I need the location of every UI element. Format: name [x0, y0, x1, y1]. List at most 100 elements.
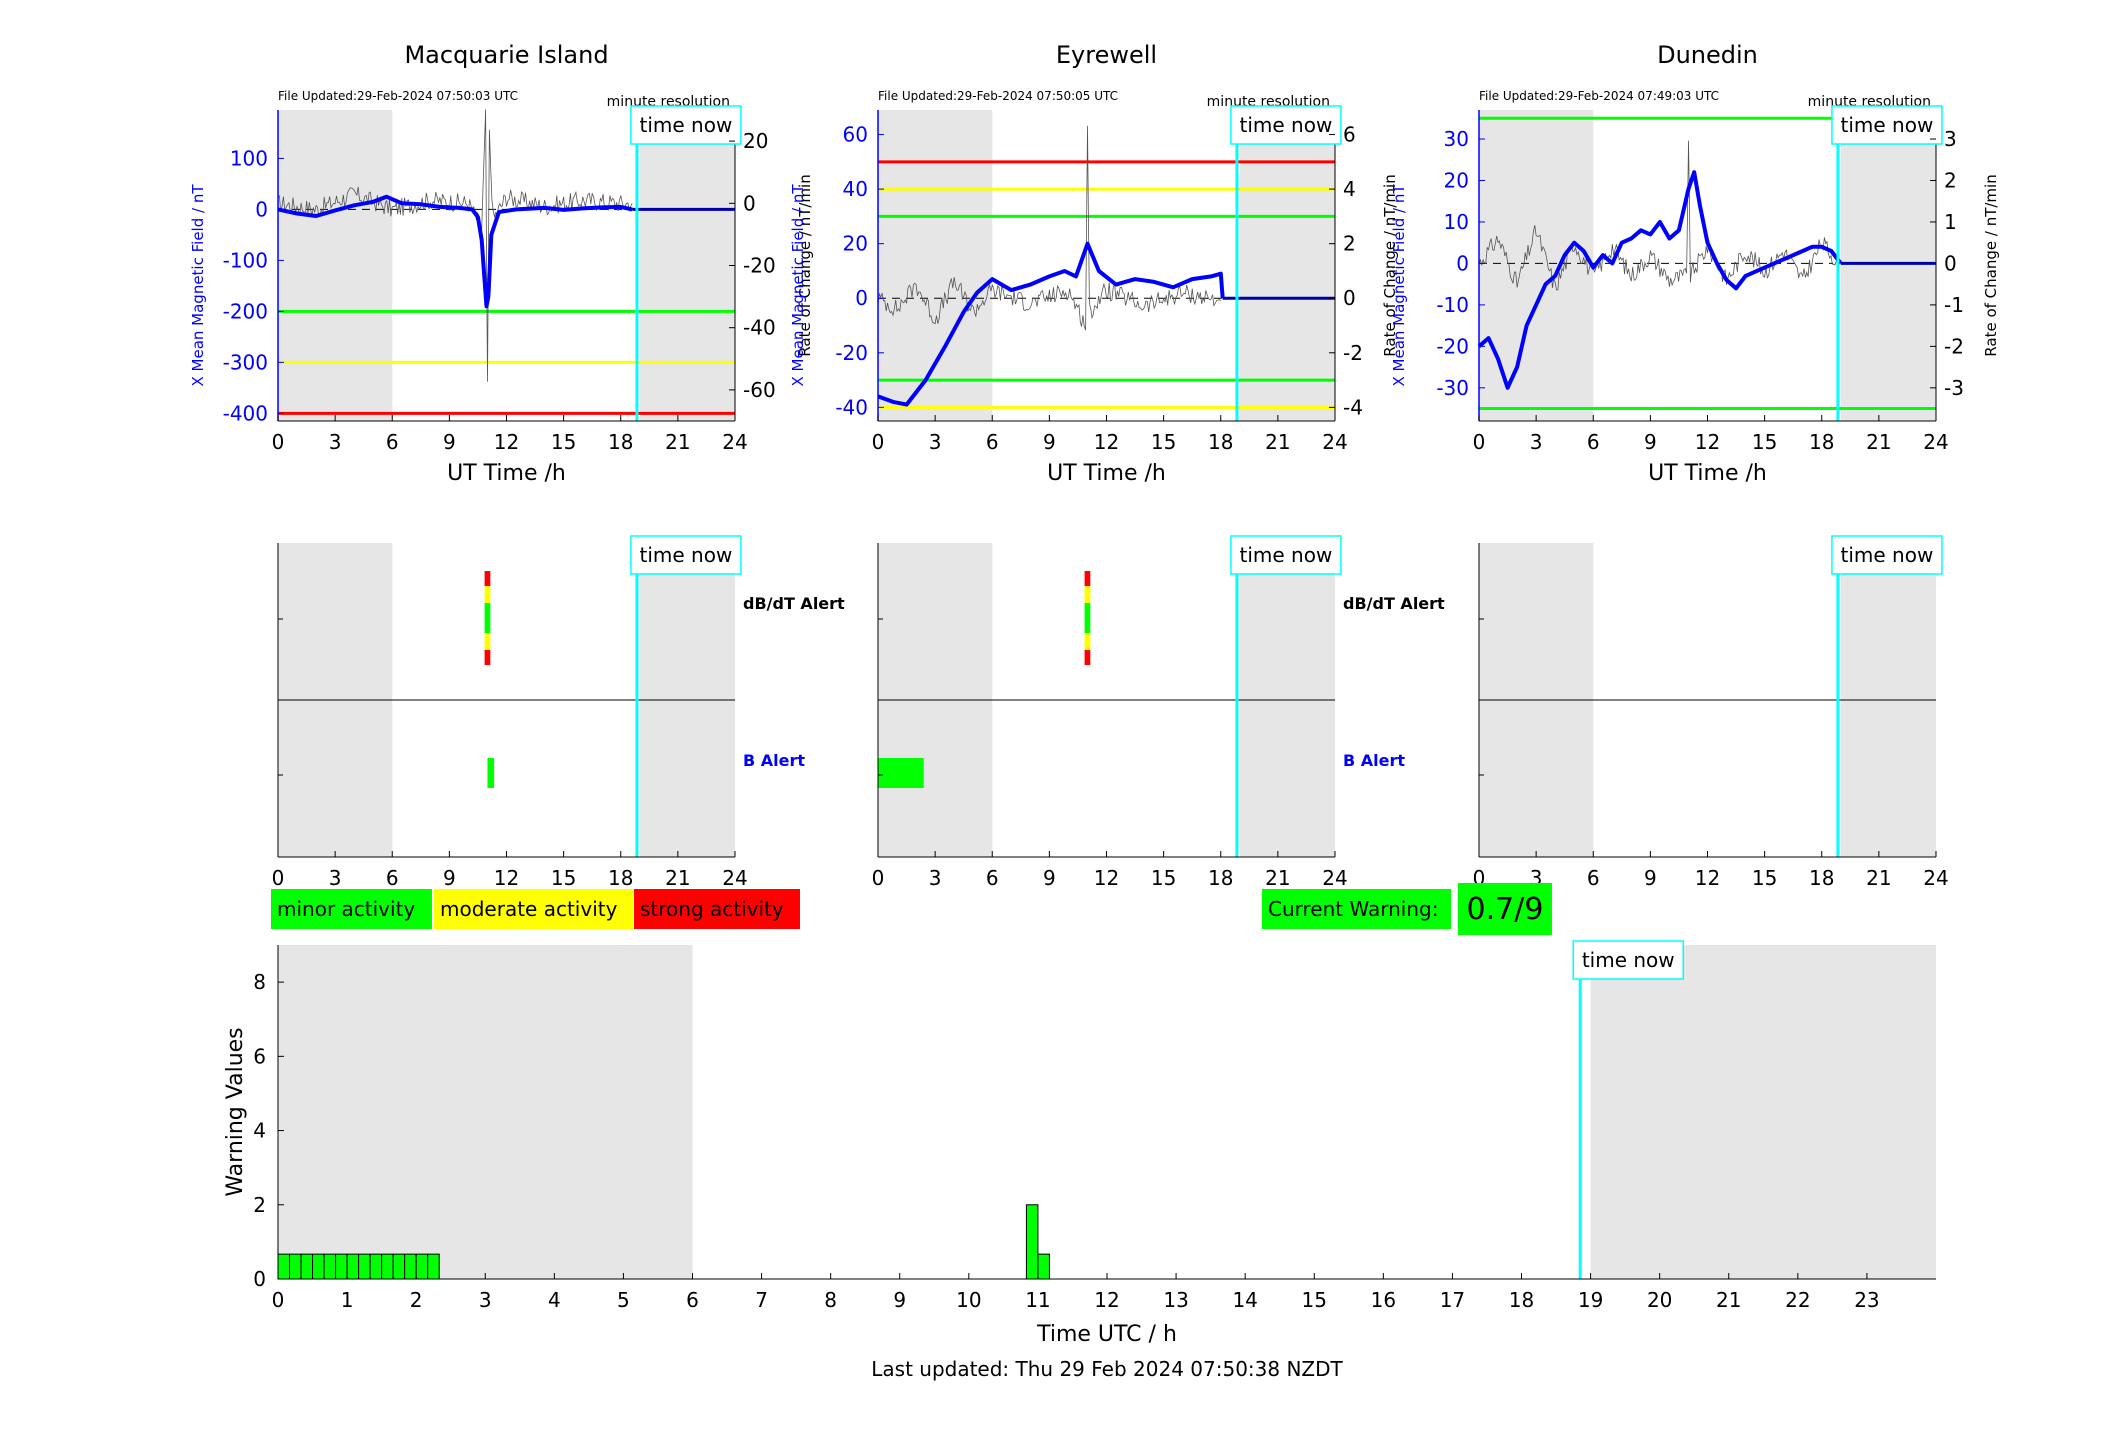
- x-axis-label: UT Time /h: [447, 461, 566, 486]
- y-axis-label-left: X Mean Magnetic Field / nT: [789, 184, 807, 387]
- x-axis-label: UT Time /h: [1047, 461, 1166, 486]
- y-axis-label-left: X Mean Magnetic Field / nT: [189, 184, 207, 387]
- x-tick-label: 6: [986, 430, 999, 454]
- x-tick-label: 18: [1809, 430, 1834, 454]
- x-tick-label: 24: [1923, 866, 1948, 890]
- x-tick-label: 3: [329, 866, 342, 890]
- x-tick-label: 18: [608, 430, 633, 454]
- x-tick-label: 17: [1440, 1288, 1465, 1312]
- x-tick-label: 1: [341, 1288, 354, 1312]
- x-tick-label: 21: [1866, 430, 1891, 454]
- warning-bar: [1037, 1253, 1050, 1280]
- current-warning-box: [1262, 889, 1451, 929]
- current-warning: Current Warning: 0.7/9: [1262, 883, 1552, 935]
- x-tick-label: 3: [329, 430, 342, 454]
- x-tick-label: 6: [1587, 430, 1600, 454]
- time-now-label: time now: [640, 113, 733, 137]
- alert-panel-2: time now 0 3 6 9 12 15 18 21 24 dB/dT Alert B Alert: [872, 535, 1445, 890]
- warning-bar: [323, 1253, 337, 1280]
- y-tick-label-left: 60: [843, 123, 868, 147]
- y-axis-label-left: X Mean Magnetic Field / nT: [1390, 184, 1408, 387]
- time-now-box: [1572, 940, 1684, 980]
- warning-bar: [300, 1253, 314, 1280]
- warning-bar: [369, 1253, 383, 1280]
- y-tick-label-left: 10: [1444, 210, 1469, 234]
- x-tick-label: 9: [893, 1288, 906, 1312]
- x-tick-label: 5: [617, 1288, 630, 1312]
- magnetic-field-series: [877, 241, 1225, 407]
- x-tick-label: 24: [722, 430, 747, 454]
- y-tick-label-right: -3: [1944, 376, 1964, 400]
- time-now-label: time now: [1841, 113, 1934, 137]
- rate-of-change-series: [1478, 140, 1840, 291]
- x-tick-label: 3: [479, 1288, 492, 1312]
- night-shading: [1479, 110, 1594, 421]
- night-shading: [1840, 110, 1936, 421]
- time-now-label: time now: [1240, 543, 1333, 567]
- y-tick-label-right: -20: [743, 254, 776, 278]
- time-now-label: time now: [1841, 543, 1934, 567]
- b-alert-label: B Alert: [743, 751, 805, 770]
- time-now-label: time now: [1582, 948, 1675, 972]
- x-tick-label: 24: [1923, 430, 1948, 454]
- y-tick-label-right: 3: [1944, 127, 1957, 151]
- warning-bar: [346, 1253, 360, 1280]
- x-tick-label: 24: [722, 866, 747, 890]
- y-tick-label-left: 0: [255, 197, 268, 221]
- y-tick-label-right: -2: [1343, 341, 1363, 365]
- y-tick-label-right: -60: [743, 378, 776, 402]
- magnetic-field-series: [1477, 170, 1843, 390]
- y-tick-label-left: -20: [1436, 334, 1469, 358]
- x-tick-label: 7: [755, 1288, 768, 1312]
- x-tick-label: 15: [551, 430, 576, 454]
- warning-bar: [358, 1253, 371, 1280]
- current-warning-label: Current Warning:: [1268, 897, 1438, 921]
- b-alert-marker-green: [487, 758, 495, 788]
- night-shading: [278, 110, 393, 421]
- dbdt-alert-marker-yellow: [484, 633, 491, 650]
- warning-bar: [1025, 1204, 1039, 1280]
- dbdt-alert-label: dB/dT Alert: [1343, 594, 1445, 613]
- y-tick-label: 6: [253, 1044, 266, 1068]
- x-tick-label: 15: [1302, 1288, 1327, 1312]
- x-tick-label: 12: [1695, 430, 1720, 454]
- x-tick-label: 3: [929, 430, 942, 454]
- y-tick-label-left: -40: [835, 395, 868, 419]
- y-tick-label-left: 30: [1444, 127, 1469, 151]
- y-tick-label: 4: [253, 1119, 266, 1143]
- legend-label: minor activity: [277, 897, 415, 921]
- alert-panel-1: time now 0 3 6 9 12 15 18 21 24 dB/dT Alert B Alert: [272, 535, 845, 890]
- x-tick-label: 8: [824, 1288, 837, 1312]
- x-tick-label: 2: [410, 1288, 423, 1312]
- y-tick-label-right: -40: [743, 316, 776, 340]
- dbdt-alert-marker-red: [1084, 571, 1091, 587]
- y-tick-label-left: -400: [223, 401, 268, 425]
- time-now-box: [1230, 105, 1342, 145]
- dbdt-alert-marker-yellow: [484, 586, 491, 603]
- legend-swatch-green: [271, 889, 432, 929]
- x-tick-label: 12: [494, 866, 519, 890]
- x-tick-label: 16: [1371, 1288, 1396, 1312]
- x-tick-label: 6: [986, 866, 999, 890]
- warning-bar: [277, 1253, 291, 1280]
- x-tick-label: 22: [1785, 1288, 1810, 1312]
- y-tick-label-right: 4: [1343, 177, 1356, 201]
- x-tick-label: 24: [1322, 866, 1347, 890]
- x-tick-label: 18: [1208, 430, 1233, 454]
- dbdt-alert-marker-green: [1084, 602, 1091, 634]
- x-tick-label: 3: [929, 866, 942, 890]
- x-tick-label: 10: [956, 1288, 981, 1312]
- dbdt-alert-marker-red: [484, 649, 491, 665]
- x-tick-label: 15: [1151, 430, 1176, 454]
- file-updated-text: File Updated:29-Feb-2024 07:50:05 UTC: [878, 89, 1118, 103]
- x-tick-label: 15: [1752, 866, 1777, 890]
- x-tick-label: 20: [1647, 1288, 1672, 1312]
- y-tick-label-right: 2: [1944, 168, 1957, 192]
- x-tick-label: 18: [1809, 866, 1834, 890]
- rate-of-change-series: [877, 125, 1222, 331]
- x-tick-label: 15: [551, 866, 576, 890]
- y-tick-label-left: -300: [223, 350, 268, 374]
- warning-bar: [312, 1253, 325, 1280]
- x-tick-label: 6: [386, 866, 399, 890]
- y-axis-label-right: Rate of Change / nT/min: [1381, 174, 1399, 356]
